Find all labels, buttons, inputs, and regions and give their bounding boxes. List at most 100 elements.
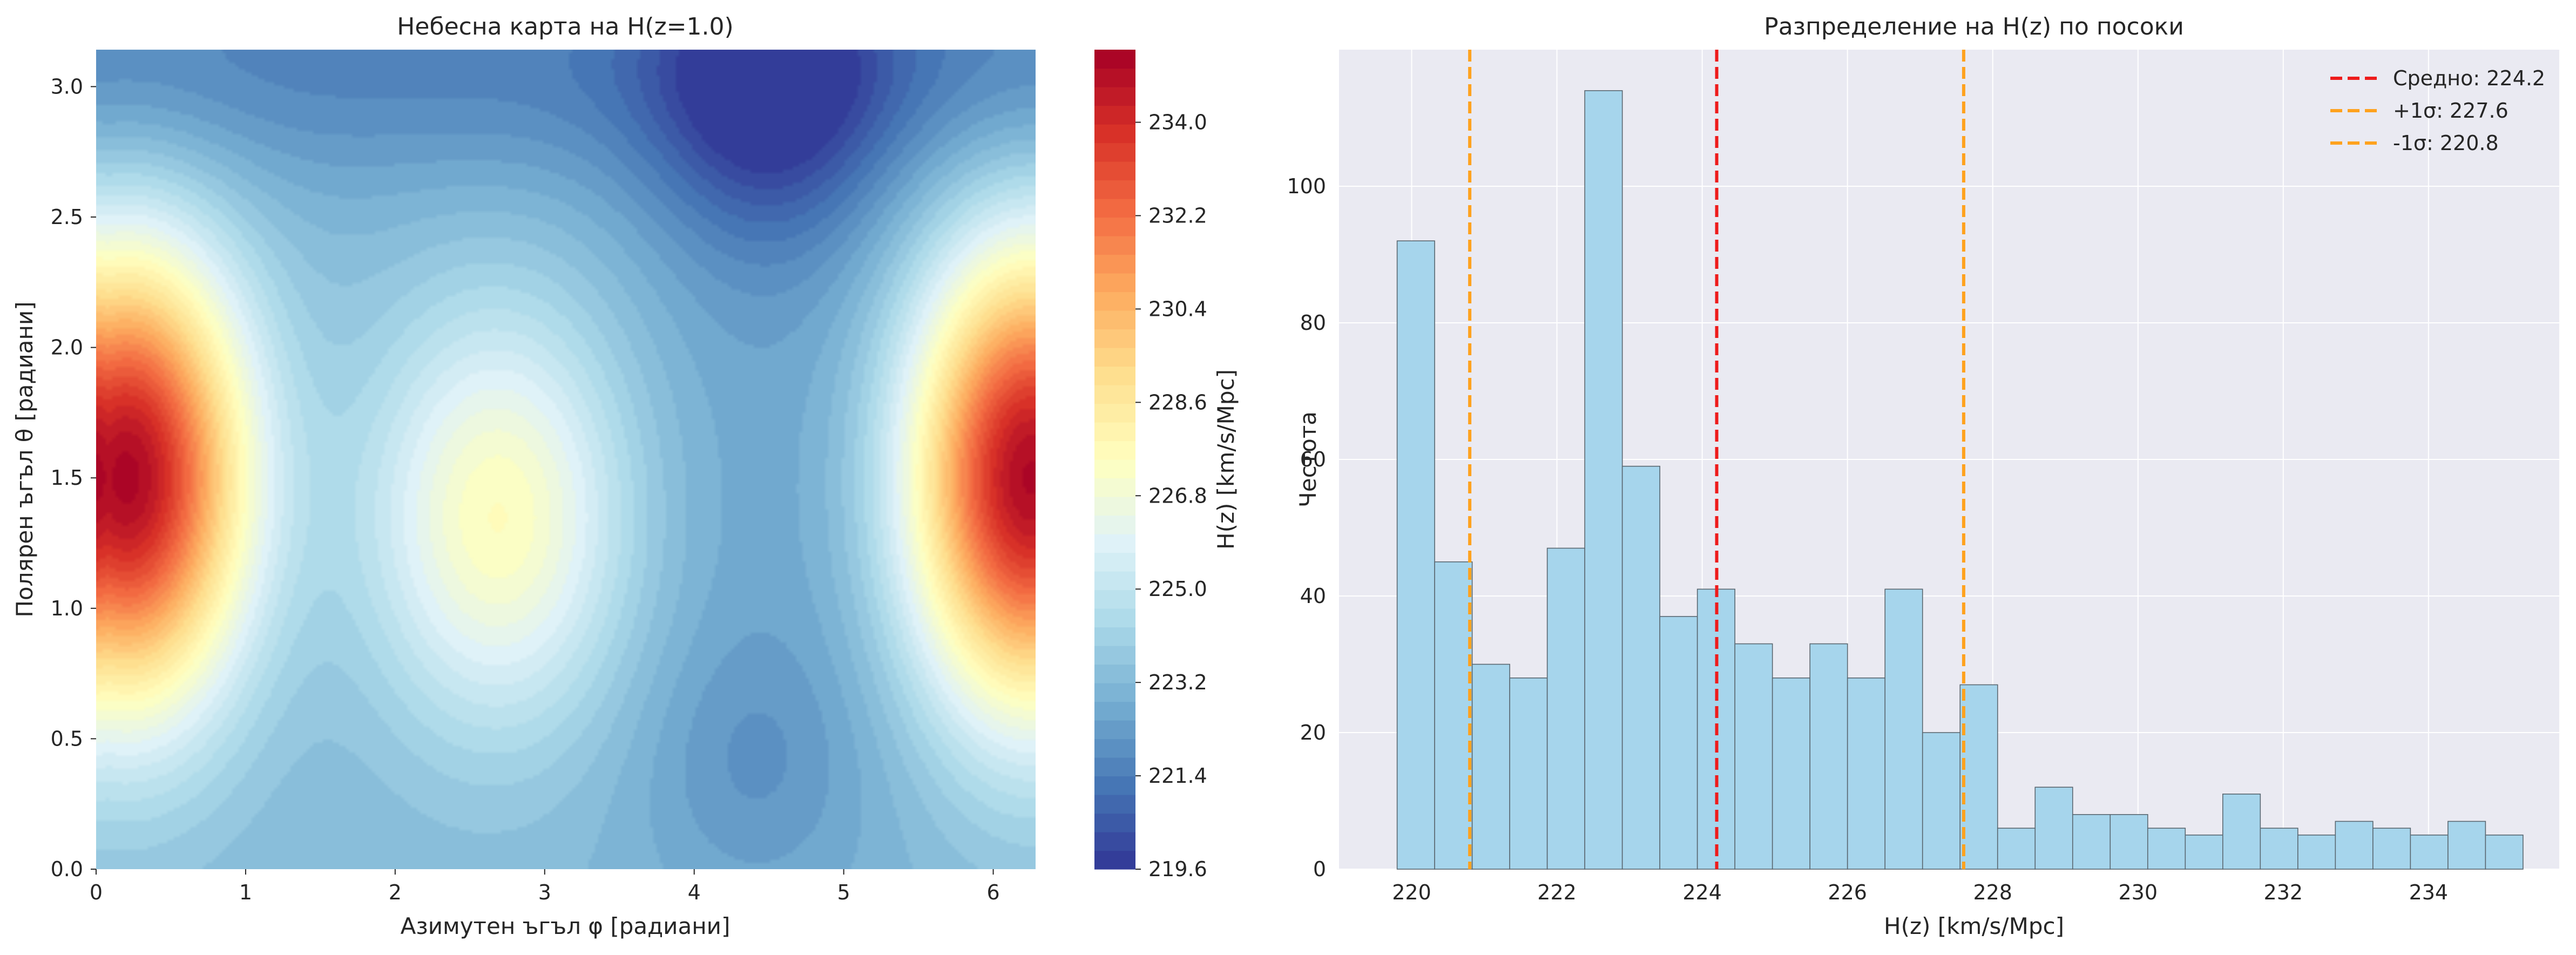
histogram-bar xyxy=(2147,828,2186,870)
histogram-bar xyxy=(1509,678,1548,870)
colorbar-band xyxy=(1094,664,1135,683)
histogram-x-tick-label: 220 xyxy=(1392,881,1431,904)
histogram-bar xyxy=(2222,794,2261,870)
histogram-bars xyxy=(1396,90,2524,870)
histogram-bar xyxy=(1884,588,1923,870)
histogram-x-tick-label: 234 xyxy=(2409,881,2449,904)
colorbar-band xyxy=(1094,422,1135,442)
histogram-bar xyxy=(1471,663,1510,870)
histogram-bar xyxy=(2110,814,2148,870)
heatmap-y-tick-label: 1.5 xyxy=(51,466,83,490)
colorbar-tick-label: 230.4 xyxy=(1148,297,1207,321)
colorbar-tick-label: 225.0 xyxy=(1148,577,1207,601)
colorbar-band xyxy=(1094,292,1135,311)
histogram-bar xyxy=(1621,465,1660,870)
histogram-title: Разпределение на H(z) по посоки xyxy=(1764,13,2184,40)
histogram-y-label: Честота xyxy=(1295,411,1321,507)
histogram-bar xyxy=(1434,561,1473,870)
heatmap-y-tick-label: 2.5 xyxy=(51,205,83,229)
histogram-y-tick-label: 60 xyxy=(1300,448,1326,471)
histogram-bar xyxy=(1809,643,1848,870)
histogram-bar xyxy=(1997,828,2036,870)
heatmap-x-tick-label: 3 xyxy=(538,881,551,904)
histogram-bar xyxy=(1772,678,1811,870)
colorbar-band xyxy=(1094,534,1135,553)
colorbar-band xyxy=(1094,180,1135,199)
histogram-x-tick-label: 232 xyxy=(2264,881,2303,904)
colorbar-band xyxy=(1094,813,1135,832)
histogram-bar xyxy=(2034,787,2073,870)
histogram-bar xyxy=(2447,821,2486,870)
histogram-x-tick-label: 230 xyxy=(2118,881,2158,904)
colorbar-band xyxy=(1094,50,1135,69)
colorbar-band xyxy=(1094,105,1135,125)
heatmap-x-tick-label: 5 xyxy=(837,881,850,904)
colorbar-band xyxy=(1094,161,1135,181)
histogram-bar xyxy=(2297,834,2336,870)
histogram-bar xyxy=(1847,678,1886,870)
histogram-x-label: H(z) [km/s/Mpc] xyxy=(1884,913,2064,939)
histogram-bar xyxy=(1396,240,1435,870)
histogram-x-tick-label: 224 xyxy=(1682,881,1722,904)
histogram-y-tick-label: 40 xyxy=(1300,584,1326,608)
histogram-x-tick-label: 222 xyxy=(1537,881,1577,904)
colorbar-band xyxy=(1094,403,1135,423)
heatmap-plot-area xyxy=(96,50,1036,869)
colorbar-band xyxy=(1094,795,1135,814)
legend-label: +1σ: 227.6 xyxy=(2393,99,2509,123)
colorbar-band xyxy=(1094,627,1135,646)
histogram-bar xyxy=(2372,828,2411,870)
colorbar-bands xyxy=(1094,50,1135,870)
colorbar-band xyxy=(1094,776,1135,795)
colorbar-band xyxy=(1094,68,1135,87)
colorbar-tick-label: 219.6 xyxy=(1148,857,1207,881)
colorbar-tick-label: 226.8 xyxy=(1148,484,1207,507)
histogram-bar xyxy=(2410,834,2449,870)
colorbar-label: H(z) [km/s/Mpc] xyxy=(1213,369,1239,550)
colorbar-band xyxy=(1094,273,1135,293)
histogram-x-axis: 220 222 224 226 228 230 232 234 xyxy=(1392,881,2448,904)
colorbar-band xyxy=(1094,254,1135,274)
histogram-y-axis: 0 20 40 60 80 100 xyxy=(1287,174,1326,881)
colorbar-band xyxy=(1094,646,1135,665)
histogram-bar xyxy=(2485,834,2524,870)
colorbar-tick-label: 221.4 xyxy=(1148,764,1207,788)
colorbar-band xyxy=(1094,608,1135,628)
colorbar-ticks: 219.6 221.4 223.2 225.0 226.8 228.6 230.4 232.2… xyxy=(1135,111,1207,881)
colorbar-band xyxy=(1094,515,1135,534)
colorbar-band xyxy=(1094,199,1135,218)
colorbar-band xyxy=(1094,348,1135,367)
heatmap-x-label: Азимутен ъгъл φ [радиани] xyxy=(401,913,731,939)
heatmap-y-tick-label: 2.0 xyxy=(51,336,83,360)
histogram-panel: Разпределение на H(z) по посоки 220 222 22… xyxy=(1287,13,2559,939)
heatmap-y-tick-label: 0.0 xyxy=(51,857,83,881)
colorbar-band xyxy=(1094,385,1135,404)
colorbar-band xyxy=(1094,124,1135,144)
histogram-bar xyxy=(2335,821,2374,870)
histogram-bar xyxy=(1922,732,1961,870)
colorbar-tick-label: 223.2 xyxy=(1148,670,1207,694)
colorbar-tick-label: 234.0 xyxy=(1148,111,1207,134)
heatmap-y-axis: 0.0 0.5 1.0 1.5 2.0 2.5 3.0 xyxy=(51,74,96,881)
heatmap-title: Небесна карта на H(z=1.0) xyxy=(397,13,733,40)
colorbar-band xyxy=(1094,329,1135,348)
histogram-bar xyxy=(1584,90,1623,870)
colorbar-tick-label: 232.2 xyxy=(1148,204,1207,227)
heatmap-y-tick-label: 0.5 xyxy=(51,727,83,750)
colorbar-band xyxy=(1094,720,1135,740)
histogram-bar xyxy=(1659,616,1698,870)
histogram-bar xyxy=(2260,828,2298,870)
histogram-x-tick-label: 228 xyxy=(1973,881,2012,904)
colorbar-band xyxy=(1094,701,1135,721)
heatmap-y-tick-label: 1.0 xyxy=(51,597,83,620)
histogram-bar xyxy=(2185,834,2223,870)
heatmap-x-tick-label: 0 xyxy=(90,881,103,904)
colorbar-band xyxy=(1094,497,1135,516)
colorbar-band xyxy=(1094,441,1135,460)
colorbar-band xyxy=(1094,366,1135,385)
colorbar-band xyxy=(1094,683,1135,702)
histogram-y-tick-label: 80 xyxy=(1300,311,1326,335)
heatmap-image xyxy=(96,50,1036,869)
heatmap-x-tick-label: 4 xyxy=(688,881,701,904)
